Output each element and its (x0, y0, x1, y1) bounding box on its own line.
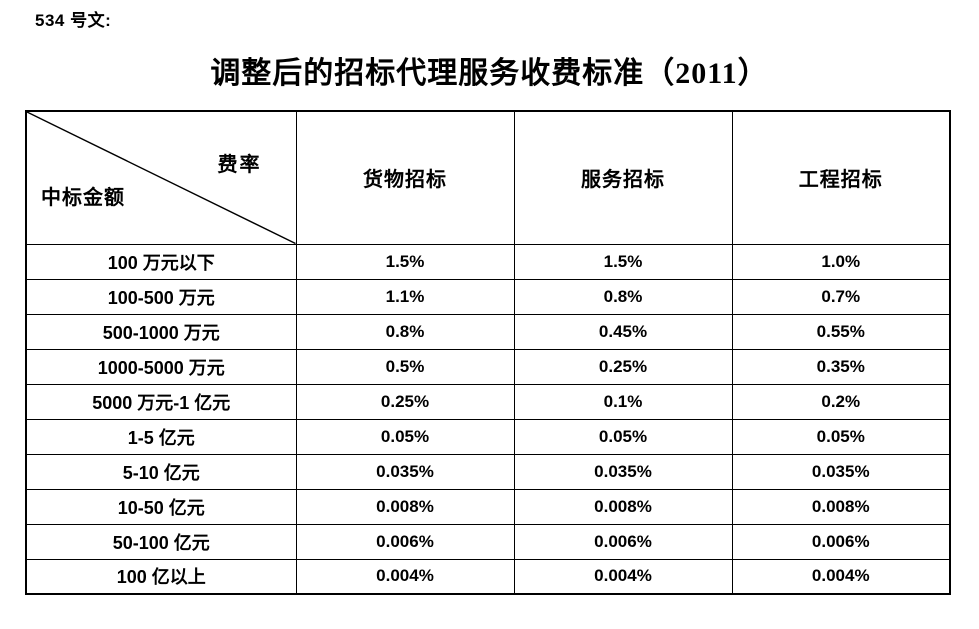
row-label-amount-range: 1-5 亿元 (25, 418, 297, 455)
rate-cell: 0.05% (295, 418, 515, 455)
rate-cell: 1.0% (731, 243, 951, 280)
rate-cell: 0.006% (513, 523, 733, 560)
rate-cell: 0.008% (295, 488, 515, 525)
rate-cell: 0.2% (731, 383, 951, 420)
row-label-amount-range: 500-1000 万元 (25, 313, 297, 350)
rate-cell: 0.035% (513, 453, 733, 490)
rate-cell: 0.004% (513, 558, 733, 595)
row-label-amount-range: 100 亿以上 (25, 558, 297, 595)
rate-cell: 0.35% (731, 348, 951, 385)
row-label-amount-range: 50-100 亿元 (25, 523, 297, 560)
corner-label-rate: 费率 (217, 154, 262, 176)
rate-cell: 0.008% (513, 488, 733, 525)
corner-label-amount: 中标金额 (41, 186, 125, 209)
rate-cell: 0.006% (731, 523, 951, 560)
row-label-amount-range: 5-10 亿元 (25, 453, 297, 490)
rate-cell: 0.8% (513, 278, 733, 315)
table-row: 5-10 亿元 0.035% 0.035% 0.035% (25, 453, 951, 490)
rate-cell: 0.25% (513, 348, 733, 385)
table-row: 100 亿以上 0.004% 0.004% 0.004% (25, 558, 951, 595)
rate-cell: 0.05% (513, 418, 733, 455)
rate-cell: 0.05% (731, 418, 951, 455)
row-label-amount-range: 10-50 亿元 (25, 488, 297, 525)
rate-cell: 0.5% (295, 348, 515, 385)
rate-cell: 1.5% (513, 243, 733, 280)
rate-cell: 0.45% (513, 313, 733, 350)
row-label-amount-range: 100 万元以下 (25, 243, 297, 280)
rate-cell: 0.006% (295, 523, 515, 560)
table-row: 1-5 亿元 0.05% 0.05% 0.05% (25, 418, 951, 455)
column-header-engineering-bidding: 工程招标 (731, 110, 951, 245)
rate-cell: 1.5% (295, 243, 515, 280)
rate-cell: 0.1% (513, 383, 733, 420)
table-row: 100-500 万元 1.1% 0.8% 0.7% (25, 278, 951, 315)
table-corner-cell: 费率 中标金额 (25, 110, 297, 245)
table-row: 50-100 亿元 0.006% 0.006% 0.006% (25, 523, 951, 560)
table-row: 500-1000 万元 0.8% 0.45% 0.55% (25, 313, 951, 350)
column-header-service-bidding: 服务招标 (513, 110, 733, 245)
rate-cell: 0.008% (731, 488, 951, 525)
fee-rate-table: 费率 中标金额 货物招标 服务招标 工程招标 100 万元以下 1.5% 1.5% 1… (25, 110, 951, 595)
rate-cell: 1.1% (295, 278, 515, 315)
rate-cell: 0.004% (295, 558, 515, 595)
row-label-amount-range: 5000 万元-1 亿元 (25, 383, 297, 420)
rate-cell: 0.25% (295, 383, 515, 420)
table-row: 1000-5000 万元 0.5% 0.25% 0.35% (25, 348, 951, 385)
rate-cell: 0.035% (295, 453, 515, 490)
rate-cell: 0.004% (731, 558, 951, 595)
table-row: 5000 万元-1 亿元 0.25% 0.1% 0.2% (25, 383, 951, 420)
rate-cell: 0.8% (295, 313, 515, 350)
rate-cell: 0.7% (731, 278, 951, 315)
page-title: 调整后的招标代理服务收费标准（2011） (210, 57, 769, 90)
rate-cell: 0.035% (731, 453, 951, 490)
table-row: 100 万元以下 1.5% 1.5% 1.0% (25, 243, 951, 280)
row-label-amount-range: 100-500 万元 (25, 278, 297, 315)
table-row: 10-50 亿元 0.008% 0.008% 0.008% (25, 488, 951, 525)
doc-number: 534 号文: (35, 11, 112, 30)
rate-cell: 0.55% (731, 313, 951, 350)
header-row: 费率 中标金额 货物招标 服务招标 工程招标 (25, 110, 951, 245)
row-label-amount-range: 1000-5000 万元 (25, 348, 297, 385)
column-header-goods-bidding: 货物招标 (295, 110, 515, 245)
diagonal-line (27, 112, 296, 244)
